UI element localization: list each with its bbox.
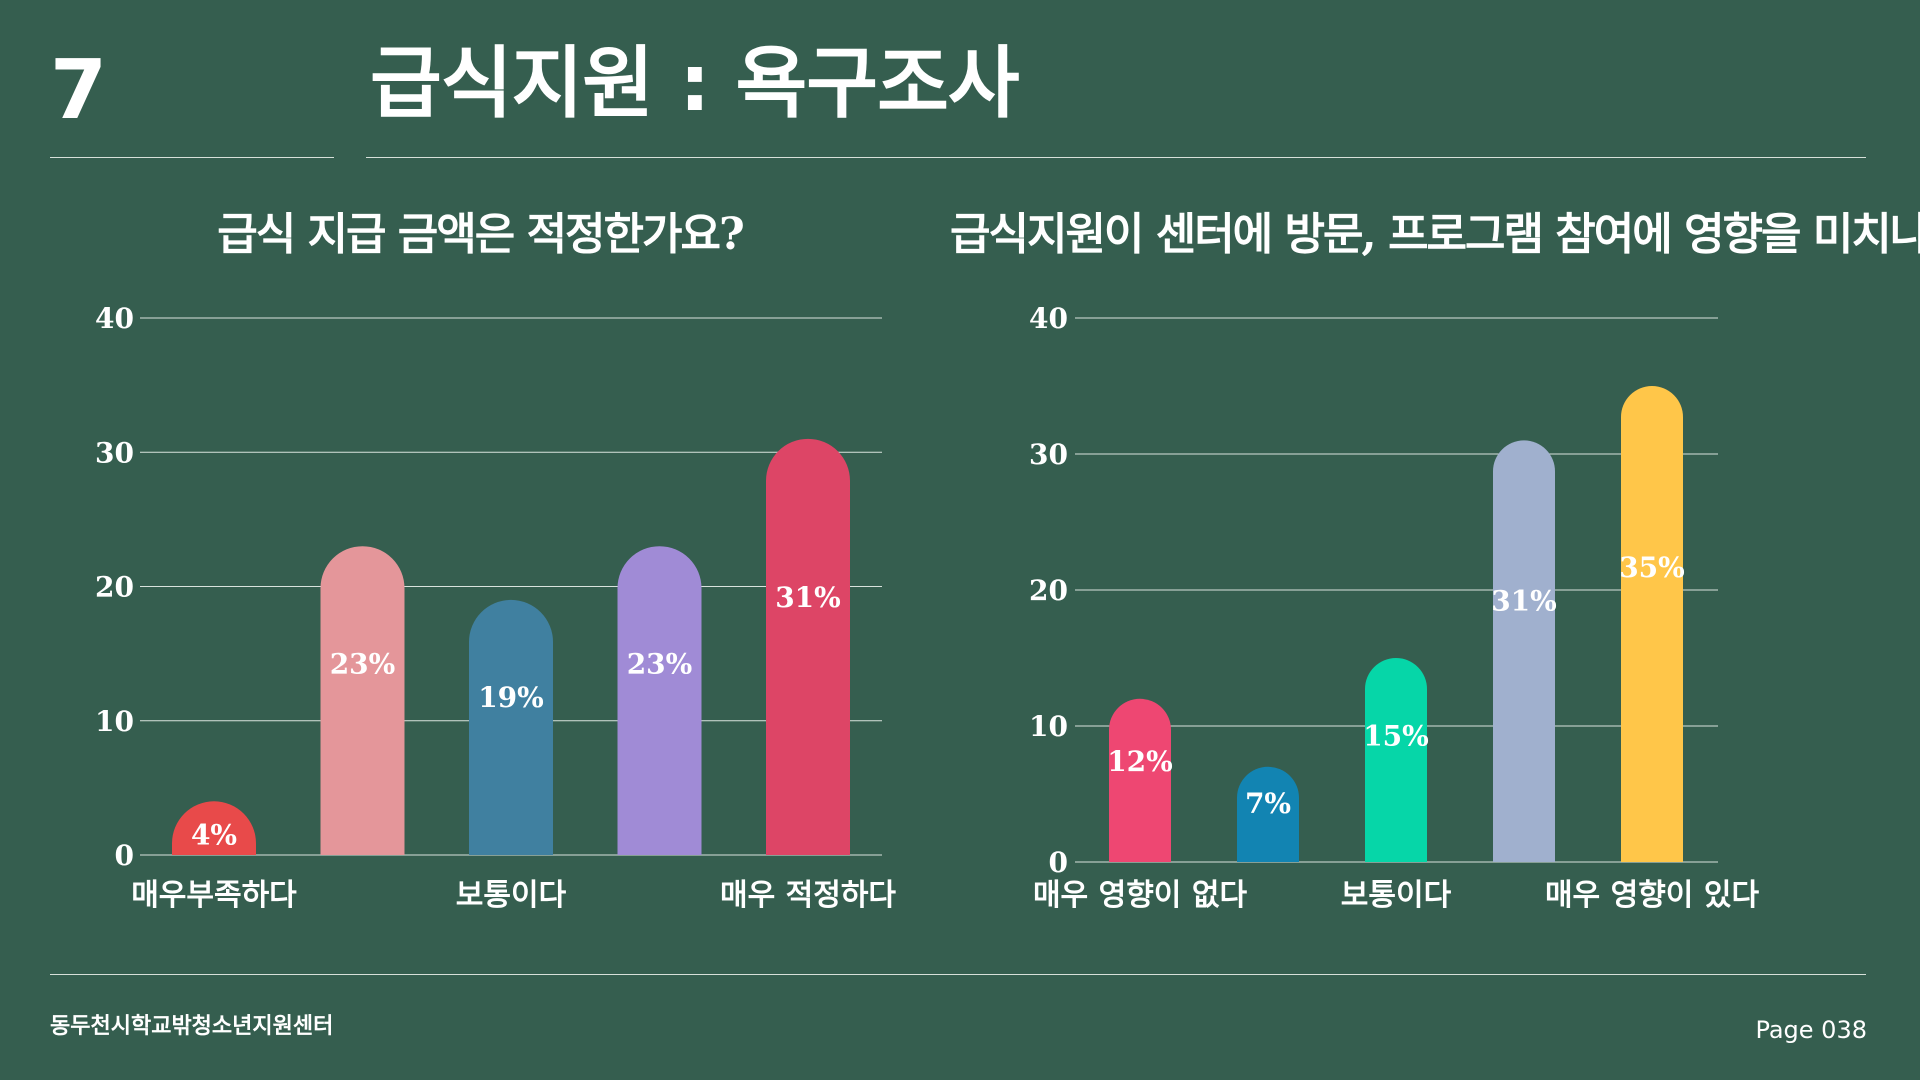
influence-data-label-1: 12% xyxy=(1107,745,1173,778)
amount-x-tick-label-5: 매우 적정하다 xyxy=(720,878,896,913)
amount-bar-3 xyxy=(469,599,553,855)
page-title: 급식지원 : 욕구조사 xyxy=(370,39,1020,129)
section-number: 7 xyxy=(50,43,108,138)
influence-y-tick-label: 10 xyxy=(1029,710,1068,743)
influence-data-label-2: 7% xyxy=(1245,787,1291,820)
influence-data-label-3: 15% xyxy=(1363,720,1429,753)
influence-y-tick-label: 40 xyxy=(1029,302,1068,335)
amount-y-tick-label: 0 xyxy=(115,839,134,872)
amount-data-label-3: 19% xyxy=(478,681,544,714)
amount-x-tick-label-3: 보통이다 xyxy=(456,878,567,913)
amount-x-tick-label-1: 매우부족하다 xyxy=(131,878,297,913)
influence-data-label-4: 31% xyxy=(1491,585,1557,618)
amount-bar-5 xyxy=(766,438,850,855)
amount-bar-1 xyxy=(172,801,256,855)
influence-bar-4 xyxy=(1493,440,1555,862)
header-divider-right xyxy=(366,157,1866,158)
amount-data-label-1: 4% xyxy=(191,819,237,852)
influence-bar-1 xyxy=(1109,698,1171,862)
chart-title-influence: 급식지원이 센터에 방문, 프로그램 참여에 영향을 미치나요? xyxy=(950,209,1920,260)
influence-y-tick-label: 30 xyxy=(1029,438,1068,471)
influence-bar-5 xyxy=(1621,386,1683,862)
chart-title-amount: 급식 지급 금액은 적정한가요? xyxy=(217,209,745,260)
amount-data-label-5: 31% xyxy=(775,581,841,614)
footer-organization: 동두천시학교밖청소년지원센터 xyxy=(50,1014,334,1039)
influence-data-label-5: 35% xyxy=(1619,551,1685,584)
influence-y-tick-label: 20 xyxy=(1029,574,1068,607)
influence-x-tick-label-1: 매우 영향이 없다 xyxy=(1033,878,1247,913)
influence-bar-3 xyxy=(1365,658,1427,862)
influence-x-tick-label-3: 보통이다 xyxy=(1341,878,1452,913)
amount-data-label-4: 23% xyxy=(627,648,693,681)
amount-y-tick-label: 40 xyxy=(95,302,134,335)
header-divider-left xyxy=(50,157,334,158)
influence-bar-2 xyxy=(1237,766,1299,862)
amount-y-tick-label: 30 xyxy=(95,436,134,469)
amount-y-tick-label: 10 xyxy=(95,705,134,738)
influence-y-tick-label: 0 xyxy=(1049,846,1068,879)
amount-bar-4 xyxy=(617,546,702,855)
amount-y-tick-label: 20 xyxy=(95,571,134,604)
footer-divider xyxy=(50,974,1866,975)
amount-bar-2 xyxy=(320,546,405,855)
page-number: Page 038 xyxy=(1755,1016,1867,1044)
amount-data-label-2: 23% xyxy=(330,648,396,681)
influence-x-tick-label-5: 매우 영향이 있다 xyxy=(1545,878,1759,913)
